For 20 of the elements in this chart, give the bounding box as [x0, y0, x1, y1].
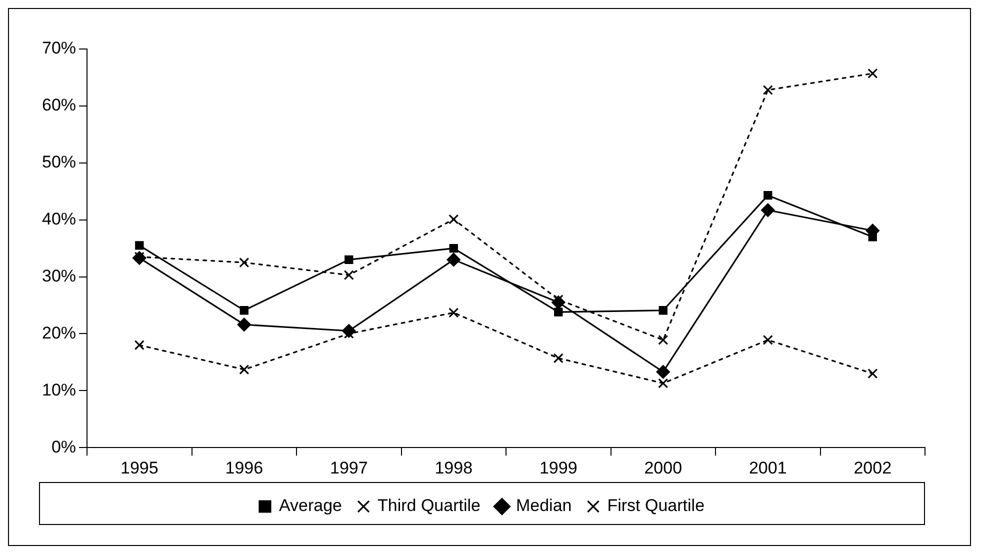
x-tick-label: 1998	[434, 458, 473, 478]
y-tick-label: 30%	[42, 266, 76, 286]
x-tick-label: 2001	[748, 458, 787, 478]
legend-label: Third Quartile	[377, 496, 480, 516]
legend-label: Median	[516, 496, 572, 516]
y-tick-label: 60%	[42, 96, 76, 115]
x-tick-label: 1996	[225, 458, 264, 478]
x-tick-label: 1999	[539, 458, 578, 478]
x-tick-label: 2000	[644, 458, 682, 478]
y-tick-label: 70%	[42, 38, 76, 58]
x-tick-label: 2002	[854, 458, 892, 478]
y-tick-label: 10%	[42, 380, 76, 400]
x-tick-label: 1995	[120, 458, 158, 478]
y-tick-label: 50%	[42, 152, 76, 172]
y-tick-label: 0%	[51, 437, 76, 456]
y-tick-label: 20%	[42, 323, 76, 342]
legend-label: First Quartile	[607, 496, 705, 516]
y-tick-label: 40%	[42, 210, 76, 229]
legend-label: Average	[278, 496, 342, 516]
x-tick-label: 1997	[330, 458, 368, 478]
